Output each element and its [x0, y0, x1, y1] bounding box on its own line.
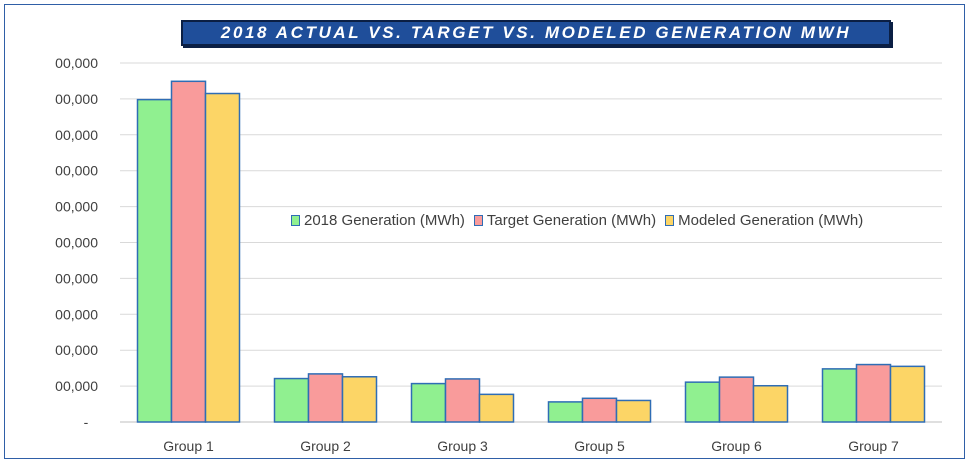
y-tick-label: 00,000: [55, 378, 98, 394]
x-category-label: Group 3: [437, 438, 488, 454]
bar-group-5-series-1: [547, 401, 584, 423]
legend-label-2018-generation: 2018 Generation (MWh): [304, 212, 465, 229]
x-category-label: Group 2: [300, 438, 351, 454]
chart-title-banner: 2018 ACTUAL VS. TARGET VS. MODELED GENER…: [181, 20, 891, 46]
legend-swatch-2018-generation: [291, 215, 300, 226]
y-tick-label: 00,000: [55, 55, 98, 71]
x-category-label: Group 5: [574, 438, 625, 454]
bar-group-1-series-3: [204, 92, 241, 423]
chart-title: 2018 ACTUAL VS. TARGET VS. MODELED GENER…: [220, 23, 852, 42]
legend-item-2018-generation: 2018 Generation (MWh): [291, 212, 465, 229]
bar-group-3-series-1: [410, 382, 447, 423]
y-tick-label: 00,000: [55, 91, 98, 107]
bar-group-6-series-2: [718, 376, 755, 423]
legend-swatch-target-generation: [473, 215, 483, 226]
y-tick-label: 00,000: [55, 306, 98, 322]
legend-swatch-modeled-generation: [665, 215, 675, 226]
bar-group-1-series-1: [136, 98, 173, 423]
y-tick-label: 00,000: [55, 342, 98, 358]
bar-group-7-series-1: [821, 368, 858, 423]
x-category-label: Group 1: [163, 438, 214, 454]
y-tick-label: -: [84, 414, 89, 430]
legend-label-target-generation: Target Generation (MWh): [486, 212, 657, 229]
bar-group-3-series-3: [478, 393, 515, 423]
bar-group-6-series-1: [684, 381, 721, 423]
bar-group-1-series-2: [170, 80, 207, 423]
bar-group-5-series-2: [581, 397, 618, 423]
bar-group-2-series-3: [341, 376, 378, 423]
y-tick-label: 00,000: [55, 163, 98, 179]
bar-group-6-series-3: [752, 384, 789, 423]
bar-group-2-series-1: [273, 377, 310, 423]
chart-legend: 2018 Generation (MWh) Target Generation …: [291, 212, 872, 229]
legend-label-modeled-generation: Modeled Generation (MWh): [678, 212, 864, 229]
x-category-label: Group 6: [711, 438, 762, 454]
legend-item-target-generation: Target Generation (MWh): [473, 212, 657, 229]
bar-group-7-series-2: [855, 363, 892, 423]
y-tick-label: 00,000: [55, 270, 98, 286]
bar-group-3-series-2: [444, 378, 481, 423]
bar-group-7-series-3: [889, 365, 926, 423]
x-category-label: Group 7: [848, 438, 899, 454]
bar-group-5-series-3: [615, 399, 652, 423]
y-tick-label: 00,000: [55, 199, 98, 215]
y-tick-label: 00,000: [55, 127, 98, 143]
y-tick-label: 00,000: [55, 235, 98, 251]
legend-item-modeled-generation: Modeled Generation (MWh): [665, 212, 863, 229]
bar-group-2-series-2: [307, 373, 344, 423]
